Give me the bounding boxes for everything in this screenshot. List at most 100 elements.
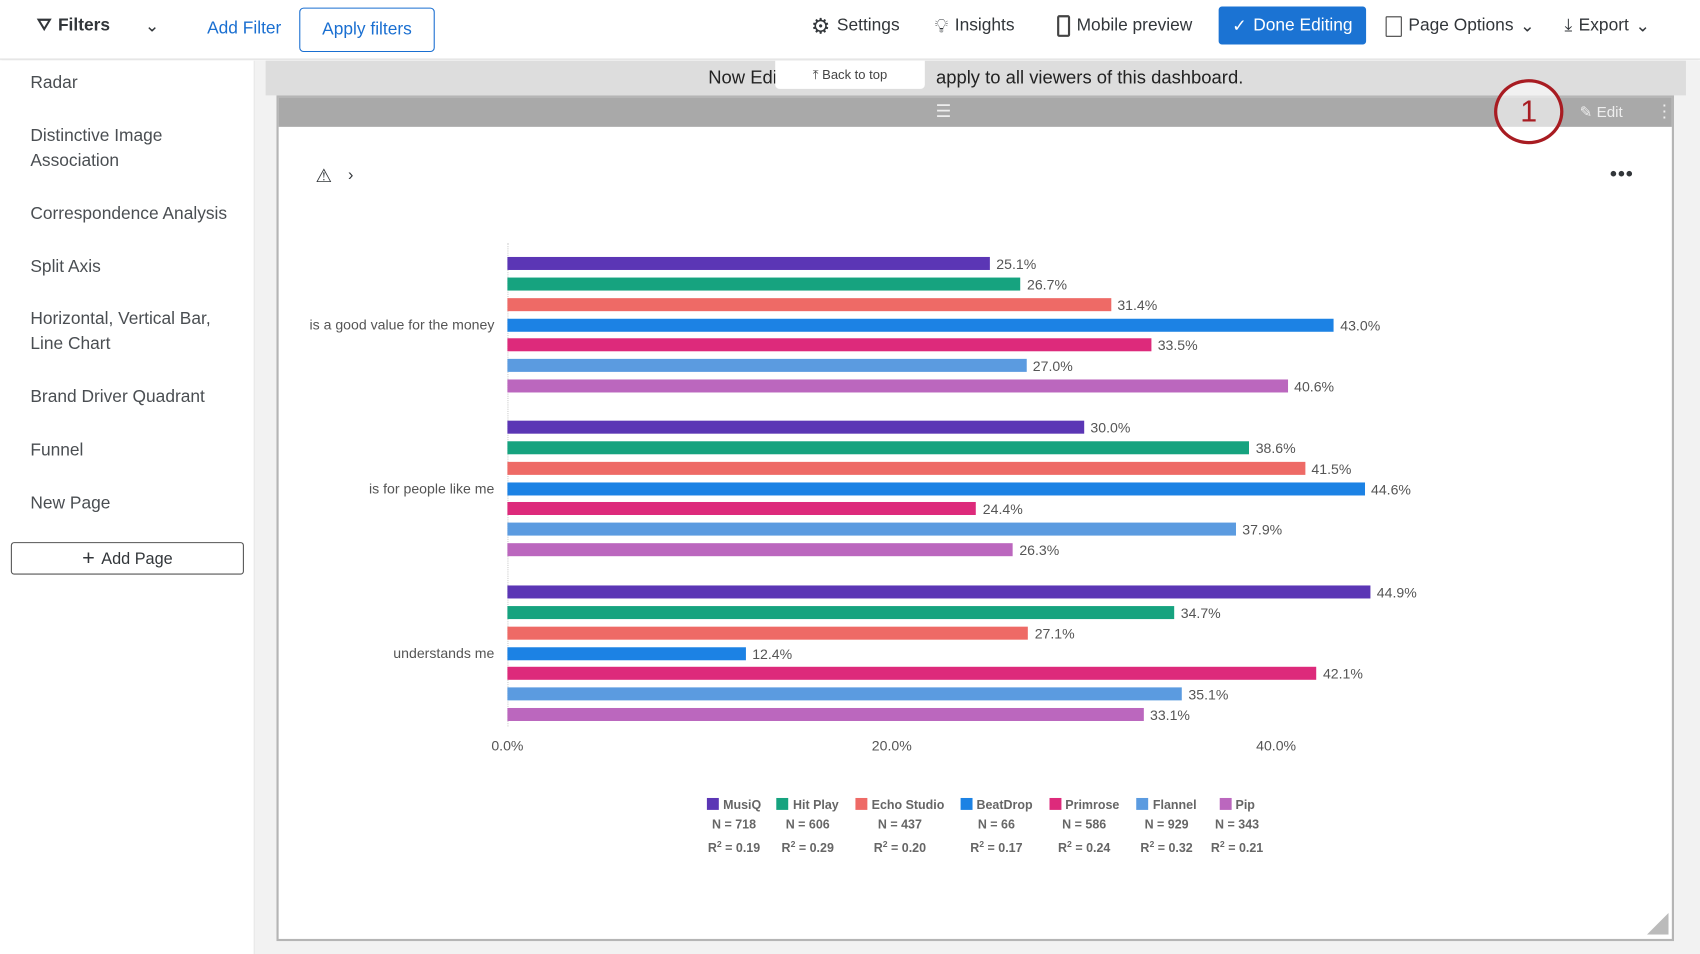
gear-icon: ⚙	[810, 14, 831, 39]
chevron-down-icon: ⌄	[1519, 17, 1535, 36]
settings-label: Settings	[836, 16, 900, 35]
data-label: 38.6%	[1255, 440, 1296, 457]
back-to-top-button[interactable]: ⤒ Back to top	[775, 60, 925, 89]
bar	[507, 626, 1029, 640]
filters-toggle[interactable]: ⛛ Filters ⌄	[37, 13, 159, 39]
data-label: 41.5%	[1311, 460, 1352, 477]
pencil-icon: ✎	[1579, 102, 1593, 121]
widget-edit-button[interactable]: ✎ Edit	[1580, 103, 1623, 121]
data-label: 12.4%	[752, 645, 793, 662]
legend-n: N = 929	[1144, 818, 1189, 832]
editing-banner: Now Edit apply to all viewers of this das…	[265, 60, 1686, 96]
sidebar-item-correspondence-analysis[interactable]: Correspondence Analysis	[30, 204, 228, 224]
legend-item: Echo Studio N = 437 R2 = 0.20	[846, 796, 954, 859]
sidebar-item-new-page[interactable]: New Page	[30, 494, 111, 513]
legend-series-name: Pip	[1235, 799, 1255, 813]
legend-r2-value: 0.24	[1086, 842, 1111, 856]
legend-item: Primrose N = 586 R2 = 0.24	[1030, 796, 1138, 859]
legend-series-name: Echo Studio	[871, 799, 945, 813]
legend-r2-value: 0.19	[735, 842, 761, 856]
x-tick-label: 40.0%	[1256, 737, 1297, 754]
data-label: 31.4%	[1117, 296, 1158, 313]
data-label: 30.0%	[1090, 419, 1131, 436]
bar	[507, 667, 1317, 681]
category-label: is for people like me	[369, 479, 495, 497]
legend-r2-value: 0.21	[1238, 842, 1264, 856]
apply-filters-button[interactable]: Apply filters	[299, 7, 435, 53]
check-icon: ✓	[1232, 16, 1247, 36]
legend-item: Flannel N = 929 R2 = 0.32	[1112, 796, 1220, 859]
bar	[507, 359, 1027, 373]
legend-r2: R2 = 0.20	[873, 839, 927, 856]
bar	[507, 461, 1305, 475]
done-editing-button[interactable]: ✓ Done Editing	[1218, 6, 1367, 45]
mobile-preview-label: Mobile preview	[1076, 16, 1193, 35]
add-page-button[interactable]: + Add Page	[10, 542, 244, 575]
top-toolbar: ⛛ Filters ⌄ Add Filter Apply filters ⚙ Sett…	[0, 0, 1700, 60]
bar	[507, 256, 990, 270]
legend-item: MusiQ N = 718 R2 = 0.19	[680, 796, 788, 859]
data-label: 43.0%	[1340, 317, 1381, 334]
drag-handle-icon[interactable]: ☰	[935, 102, 952, 122]
page-options-button[interactable]: Page Options ⌄	[1385, 13, 1535, 39]
filters-label: Filters	[57, 16, 111, 35]
legend-r2-value: 0.29	[809, 842, 834, 856]
data-label: 37.9%	[1242, 521, 1283, 539]
widget-drag-handle[interactable]: ☰ ✎ Edit ⋮	[278, 97, 1673, 127]
data-label: 42.1%	[1322, 666, 1363, 683]
more-options-icon[interactable]: •••	[1610, 162, 1634, 185]
legend-r2: R2 = 0.21	[1210, 839, 1264, 856]
legend-item: Hit Play N = 606 R2 = 0.29	[754, 796, 862, 859]
bar	[507, 441, 1250, 455]
data-label: 27.1%	[1034, 625, 1075, 642]
legend-item: BeatDrop N = 66 R2 = 0.17	[942, 796, 1050, 859]
sidebar-item-radar[interactable]: Radar	[30, 73, 78, 93]
data-label: 33.5%	[1157, 337, 1198, 354]
page-options-label: Page Options	[1408, 16, 1514, 35]
legend-swatch	[855, 797, 868, 810]
sidebar-item-bar-line-chart[interactable]: Horizontal, Vertical Bar, Line Chart	[30, 310, 211, 354]
mobile-preview-button[interactable]: Mobile preview	[1057, 13, 1192, 39]
category-label: understands me	[393, 644, 495, 661]
legend-series-name: Primrose	[1065, 799, 1120, 813]
lightbulb-icon: 💡︎	[934, 14, 949, 37]
data-label: 40.6%	[1294, 378, 1335, 395]
sidebar-item-split-axis[interactable]: Split Axis	[30, 258, 101, 277]
legend-r2: R2 = 0.32	[1140, 839, 1193, 856]
pages-sidebar: Radar Distinctive Image Association Corr…	[0, 60, 255, 954]
legend-swatch	[1219, 797, 1232, 810]
x-tick-label: 20.0%	[871, 737, 912, 754]
add-filter-link[interactable]: Add Filter	[207, 19, 282, 38]
legend-swatch	[1049, 797, 1061, 810]
data-label: 34.7%	[1180, 604, 1221, 622]
page-icon	[1385, 15, 1402, 37]
legend-swatch	[706, 797, 719, 810]
add-page-label: Add Page	[101, 549, 173, 568]
data-label: 24.4%	[982, 501, 1023, 518]
data-label: 44.9%	[1376, 584, 1417, 601]
legend-n: N = 606	[785, 818, 830, 832]
sidebar-item-funnel[interactable]: Funnel	[30, 441, 84, 460]
legend-series-name: Flannel	[1152, 799, 1197, 813]
category-label: is a good value for the money	[309, 316, 495, 333]
warning-icon[interactable]: ⚠	[315, 165, 333, 187]
legend-r2: R2 = 0.24	[1058, 839, 1111, 856]
sidebar-item-brand-driver-quadrant[interactable]: Brand Driver Quadrant	[30, 388, 205, 407]
resize-handle-icon[interactable]	[1646, 912, 1669, 935]
chevron-right-icon[interactable]: ›	[348, 165, 354, 185]
data-label: 35.1%	[1188, 686, 1229, 703]
legend-series-name: MusiQ	[723, 799, 762, 813]
insights-button[interactable]: 💡︎ Insights	[935, 13, 1015, 39]
sidebar-item-distinctive-image-association[interactable]: Distinctive Image Association	[30, 126, 163, 171]
legend-r2-value: 0.17	[998, 842, 1023, 856]
bar	[507, 646, 746, 660]
data-label: 44.6%	[1371, 480, 1411, 498]
widget-menu-icon[interactable]: ⋮	[1655, 102, 1673, 122]
phone-icon	[1057, 15, 1071, 37]
banner-text-left: Now Edit	[708, 67, 782, 88]
export-button[interactable]: ⤓ Export ⌄	[1565, 13, 1650, 39]
bar	[507, 687, 1182, 701]
legend-n: N = 437	[877, 818, 922, 832]
settings-button[interactable]: ⚙ Settings	[811, 13, 900, 39]
legend-r2-value: 0.20	[901, 842, 927, 856]
